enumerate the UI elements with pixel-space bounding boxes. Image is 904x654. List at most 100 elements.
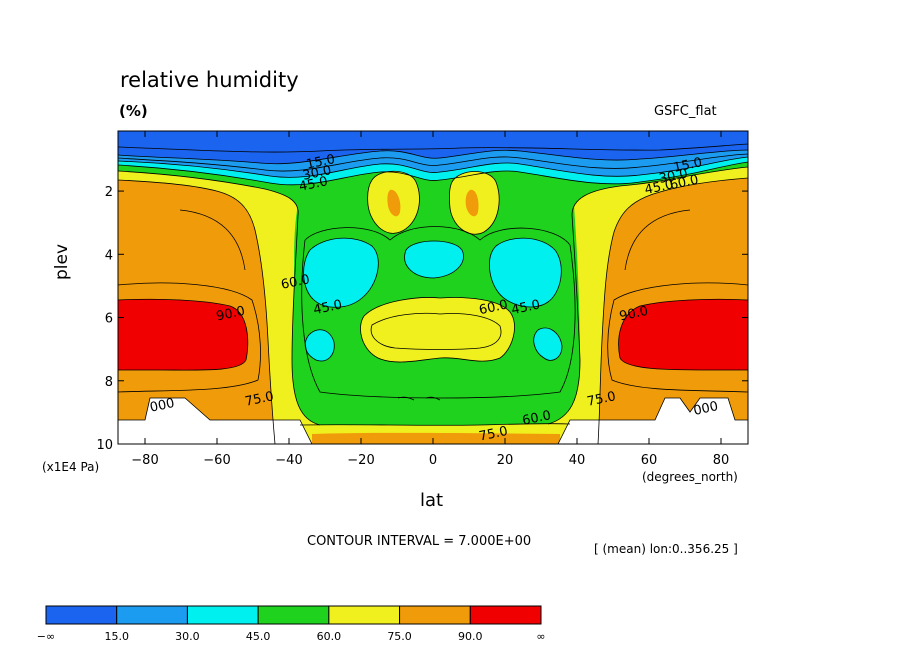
band-75-90-bottom — [312, 432, 560, 444]
contour-line-75-left — [118, 179, 276, 444]
contour-lines — [118, 143, 748, 444]
contour-line-8 — [118, 143, 748, 153]
contour-label: 45.0 — [510, 297, 541, 318]
topography-outline-right — [557, 397, 748, 444]
contour-fill-layer — [118, 131, 748, 444]
y-tick-label: 2 — [105, 185, 113, 200]
contour-labels: 15.030.045.015.030.045.060.060.045.0 60.0… — [149, 152, 720, 445]
contour-label: 45.0 — [298, 174, 329, 195]
x-tick-label: −80 — [131, 453, 158, 468]
contour-label: 60.0 — [478, 297, 509, 318]
y-tick-label: 8 — [105, 375, 113, 390]
x-tick-label: 60 — [641, 453, 658, 468]
y-tick-label: 10 — [96, 438, 113, 453]
contour-line-68-left — [179, 209, 246, 271]
chart-title: relative humidity — [120, 68, 299, 92]
colorbar-swatch — [186, 605, 259, 625]
contour-label: 75.0 — [478, 424, 509, 445]
contour-line-60-right — [547, 166, 748, 425]
x-tick-label: 20 — [497, 453, 514, 468]
contour-line-cyan-island-right — [489, 237, 562, 308]
contour-line-52-outer — [301, 226, 576, 399]
contour-label: 30.0 — [301, 163, 332, 184]
colorbar-swatch — [469, 605, 542, 625]
colorbar-label: −∞ — [37, 630, 55, 643]
x-tick-label: 0 — [429, 453, 437, 468]
band-above-90-right — [618, 299, 748, 370]
contour-label: 90.0 — [618, 304, 649, 325]
island-cyan-left — [303, 238, 379, 308]
contour-line-22 — [118, 153, 748, 172]
contour-line-75-right — [597, 177, 748, 444]
contour-line-82-right — [607, 282, 748, 393]
axis-ticks — [118, 131, 748, 445]
contour-interval-text: CONTOUR INTERVAL = 7.000E+00 — [307, 534, 532, 549]
colorbar-label: ∞ — [536, 630, 545, 643]
colorbar-swatch — [399, 605, 471, 625]
colorbar-label: 30.0 — [175, 630, 200, 643]
contour-label: 75.0 — [244, 389, 275, 410]
colorbar-label: 90.0 — [458, 630, 483, 643]
island-orange-left — [387, 189, 401, 217]
topography-left — [118, 398, 312, 444]
contour-label: 000 — [149, 396, 176, 416]
island-orange-right — [465, 189, 479, 217]
contour-line-68-right — [624, 209, 691, 271]
topography-right — [558, 398, 748, 444]
y-tick-label: 4 — [105, 248, 113, 263]
y-axis-unit: (x1E4 Pa) — [42, 460, 100, 474]
contour-line-yellow-island-left — [367, 170, 420, 234]
contour-label: 60.0 — [521, 408, 552, 429]
colorbar-label: 45.0 — [246, 630, 271, 643]
contour-line-yellow-island-right — [449, 171, 500, 235]
x-tick-label: −60 — [203, 453, 230, 468]
contour-label: 60.0 — [669, 173, 700, 194]
island-cyan-lower-left — [305, 329, 335, 362]
x-axis-unit: (degrees_north) — [642, 470, 738, 484]
x-axis-label: lat — [420, 490, 444, 511]
colorbar-label: 75.0 — [387, 630, 412, 643]
region-text: [ (mean) lon:0..356.25 ] — [594, 542, 738, 556]
colorbar-swatch — [116, 605, 188, 625]
contour-line-30 — [118, 156, 748, 178]
contour-line-small-bottom — [397, 396, 441, 401]
x-tick-label: 40 — [569, 453, 586, 468]
contour-label: 90.0 — [215, 304, 246, 325]
colorbar: −∞ 15.0 30.0 45.0 60.0 75.0 90.0 ∞ — [37, 605, 546, 643]
x-tick-label: −20 — [347, 453, 374, 468]
topography-outline-left — [118, 397, 313, 444]
y-tick-label: 6 — [105, 312, 113, 327]
island-cyan-center — [404, 241, 464, 278]
model-label: GSFC_flat — [654, 104, 717, 119]
island-cyan-lower-right — [533, 327, 562, 361]
contour-line-45 — [118, 161, 748, 186]
island-yellow-center — [360, 297, 515, 363]
contour-label: 30.0 — [658, 166, 689, 187]
colorbar-swatch — [328, 605, 401, 625]
contour-label: 45.0 — [312, 297, 343, 318]
contour-line-cyan-island-left — [303, 237, 379, 308]
contour-label: 45.0 — [643, 177, 674, 198]
contour-line-60-left — [118, 170, 321, 426]
colorbar-label: 60.0 — [317, 630, 342, 643]
units-label: (%) — [119, 102, 148, 120]
contour-label: 75.0 — [586, 389, 617, 410]
island-cyan-right — [489, 238, 562, 307]
contour-label: 15.0 — [672, 155, 703, 176]
colorbar-swatch — [257, 605, 330, 625]
contour-line-82-left — [118, 282, 261, 393]
x-tick-label: 80 — [713, 453, 730, 468]
axis-tick-labels: −80 −60 −40 −20 0 20 40 60 80 2 4 6 8 10 — [96, 185, 729, 468]
contour-label: 15.0 — [305, 152, 336, 173]
band-above-90-left — [118, 299, 248, 371]
contour-line-cyan-island-center — [404, 240, 464, 279]
x-tick-label: −40 — [275, 453, 302, 468]
colorbar-swatch — [45, 605, 118, 625]
contour-line-yellow-island-center — [360, 297, 515, 363]
contour-line-90-left — [118, 298, 249, 371]
contour-label: 60.0 — [280, 272, 311, 293]
contour-line-90-right — [618, 298, 748, 371]
contour-label: 000 — [692, 399, 719, 419]
contour-line-cyan-island-lower-right — [533, 327, 563, 361]
